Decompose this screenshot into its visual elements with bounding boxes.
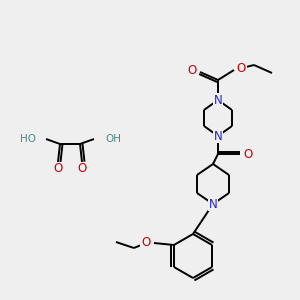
Text: O: O xyxy=(236,62,246,76)
Text: OH: OH xyxy=(105,134,121,144)
Text: HO: HO xyxy=(20,134,36,144)
Text: N: N xyxy=(214,130,222,142)
Text: O: O xyxy=(188,64,196,77)
Text: O: O xyxy=(53,163,63,176)
Text: O: O xyxy=(243,148,253,160)
Text: O: O xyxy=(77,163,87,176)
Text: N: N xyxy=(214,94,222,106)
Text: O: O xyxy=(141,236,151,250)
Text: N: N xyxy=(208,197,217,211)
